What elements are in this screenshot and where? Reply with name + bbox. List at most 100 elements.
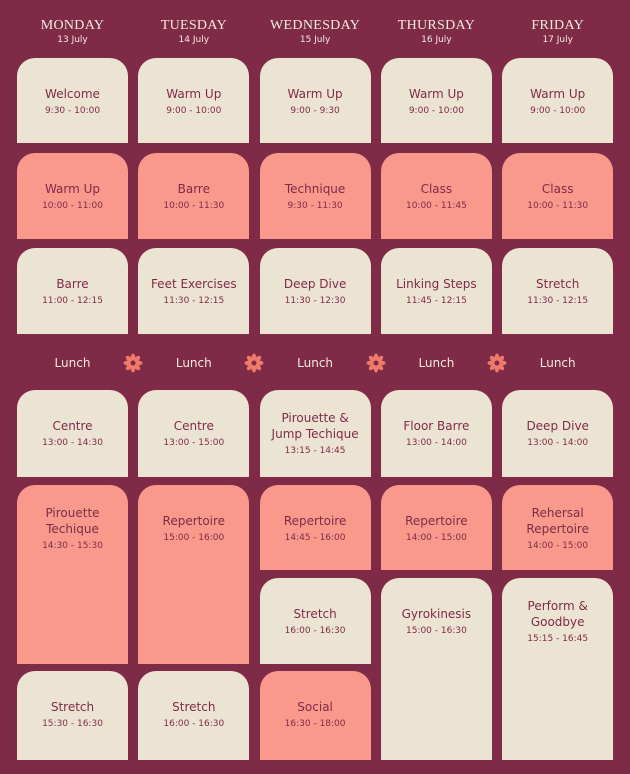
- session-time: 11:30 - 12:15: [163, 296, 225, 306]
- session-content: Social 16:30 - 18:00: [260, 671, 371, 757]
- session-title: Feet Exercises: [150, 277, 237, 291]
- lunch-label: Lunch: [418, 356, 455, 370]
- session-title: Barre: [56, 277, 89, 291]
- session-time: 16:30 - 18:00: [284, 719, 346, 729]
- session-content: Warm Up 9:00 - 10:00: [138, 58, 249, 144]
- session-card: Barre 10:00 - 11:30: [138, 153, 250, 239]
- day-name: WEDNESDAY: [270, 18, 361, 33]
- session-time: 9:00 - 9:30: [290, 106, 340, 116]
- flower-icon: [244, 353, 264, 373]
- session-content: Repertoire 15:00 - 16:00: [138, 485, 249, 571]
- session-time: 11:45 - 12:15: [405, 296, 467, 306]
- session-time: 15:00 - 16:30: [405, 626, 467, 636]
- session-card: Stretch 15:30 - 16:30: [17, 671, 128, 760]
- session-content: Barre 10:00 - 11:30: [138, 153, 249, 239]
- lunch-label: Lunch: [297, 356, 334, 370]
- session-card: Warm Up 9:00 - 10:00: [380, 58, 492, 143]
- session-time: 9:30 - 10:00: [44, 106, 101, 116]
- session-title: Deep Dive: [283, 277, 347, 291]
- session-card: Stretch 16:00 - 16:30: [259, 578, 371, 664]
- session-card: Technique 9:30 - 11:30: [259, 153, 371, 239]
- session-content: Repertoire 14:00 - 15:00: [381, 485, 492, 571]
- session-title: Pirouette & Jump Techique: [271, 411, 359, 441]
- day-name: THURSDAY: [397, 18, 476, 33]
- session-title: Centre: [173, 419, 214, 433]
- session-card: Feet Exercises 11:30 - 12:15: [138, 248, 250, 334]
- session-card: Repertoire 14:45 - 16:00: [259, 485, 371, 570]
- session-card: Floor Barre 13:00 - 14:00: [380, 390, 492, 477]
- session-card: Stretch 11:30 - 12:15: [502, 248, 614, 334]
- session-content: Deep Dive 13:00 - 14:00: [502, 390, 613, 476]
- session-title: Centre: [52, 419, 93, 433]
- session-card: Repertoire 15:00 - 16:00: [138, 485, 250, 664]
- session-content: Feet Exercises 11:30 - 12:15: [138, 248, 249, 334]
- session-time: 13:00 - 14:30: [42, 438, 103, 448]
- session-title: Technique: [284, 182, 346, 196]
- session-time: 15:00 - 16:00: [163, 533, 225, 543]
- day-date: 17 July: [542, 35, 573, 45]
- session-content: Stretch 16:00 - 16:30: [138, 671, 249, 757]
- day-date: 15 July: [299, 35, 331, 45]
- session-title: Repertoire: [405, 514, 468, 528]
- day-date: 13 July: [57, 35, 88, 45]
- session-title: Repertoire: [162, 514, 226, 528]
- session-time: 13:00 - 15:00: [163, 438, 225, 448]
- session-card: Rehersal Repertoire 14:00 - 15:00: [502, 485, 614, 570]
- session-card: Warm Up 9:00 - 9:30: [259, 58, 371, 144]
- session-title: Linking Steps: [396, 277, 477, 291]
- session-time: 14:00 - 15:00: [527, 541, 589, 551]
- session-content: Barre 11:00 - 12:15: [17, 248, 128, 334]
- day-name: FRIDAY: [531, 18, 584, 33]
- session-time: 15:30 - 16:30: [42, 719, 103, 729]
- session-time: 9:30 - 11:30: [287, 201, 343, 211]
- session-content: Warm Up 9:00 - 10:00: [502, 58, 613, 144]
- session-card: Gyrokinesis 15:00 - 16:30: [380, 578, 492, 760]
- session-title: Stretch: [50, 700, 95, 714]
- session-time: 10:00 - 11:30: [527, 201, 589, 211]
- session-title: Warm Up: [44, 182, 101, 196]
- session-content: Centre 13:00 - 15:00: [138, 390, 249, 476]
- session-title: Warm Up: [408, 87, 464, 101]
- session-time: 11:30 - 12:15: [527, 296, 589, 306]
- session-title: Class: [541, 182, 574, 196]
- session-title: Repertoire: [283, 514, 347, 528]
- session-time: 14:00 - 15:00: [405, 533, 467, 543]
- session-content: Floor Barre 13:00 - 14:00: [381, 390, 492, 476]
- session-card: Linking Steps 11:45 - 12:15: [380, 248, 492, 334]
- session-card: Warm Up 10:00 - 11:00: [17, 153, 128, 239]
- lunch-label: Lunch: [54, 356, 91, 370]
- session-time: 14:30 - 15:30: [42, 541, 103, 551]
- lunch-label: Lunch: [175, 356, 212, 370]
- session-title: Stretch: [293, 607, 337, 621]
- session-card: Welcome 9:30 - 10:00: [17, 58, 128, 143]
- session-title: Warm Up: [530, 87, 586, 101]
- session-content: Class 10:00 - 11:30: [502, 153, 613, 239]
- session-title: Class: [420, 182, 453, 196]
- session-time: 9:00 - 10:00: [408, 106, 464, 116]
- session-content: Stretch 16:00 - 16:30: [260, 578, 371, 664]
- session-content: Gyrokinesis 15:00 - 16:30: [381, 578, 492, 664]
- session-title: Warm Up: [287, 87, 343, 101]
- session-content: Technique 9:30 - 11:30: [260, 153, 371, 239]
- session-card: Warm Up 9:00 - 10:00: [138, 58, 250, 144]
- session-content: Class 10:00 - 11:45: [381, 153, 492, 239]
- day-date: 14 July: [178, 35, 210, 45]
- session-title: Floor Barre: [403, 419, 470, 433]
- session-time: 14:45 - 16:00: [284, 533, 346, 543]
- session-title: Gyrokinesis: [401, 607, 472, 621]
- session-content: Welcome 9:30 - 10:00: [17, 58, 128, 144]
- session-time: 15:15 - 16:45: [527, 634, 589, 644]
- session-time: 16:00 - 16:30: [163, 719, 225, 729]
- session-title: Perform & Goodbye: [527, 599, 588, 629]
- session-title: Social: [297, 700, 333, 714]
- session-content: Warm Up 9:00 - 9:30: [260, 58, 371, 144]
- session-card: Pirouette & Jump Techique 13:15 - 14:45: [259, 390, 371, 477]
- session-title: Rehersal Repertoire: [526, 506, 589, 536]
- session-card: Deep Dive 11:30 - 12:30: [259, 248, 371, 334]
- session-title: Deep Dive: [526, 419, 589, 433]
- session-time: 9:00 - 10:00: [166, 106, 222, 116]
- session-time: 10:00 - 11:00: [42, 201, 103, 211]
- session-title: Stretch: [172, 700, 216, 714]
- session-time: 13:00 - 14:00: [527, 438, 589, 448]
- session-title: Warm Up: [166, 87, 222, 101]
